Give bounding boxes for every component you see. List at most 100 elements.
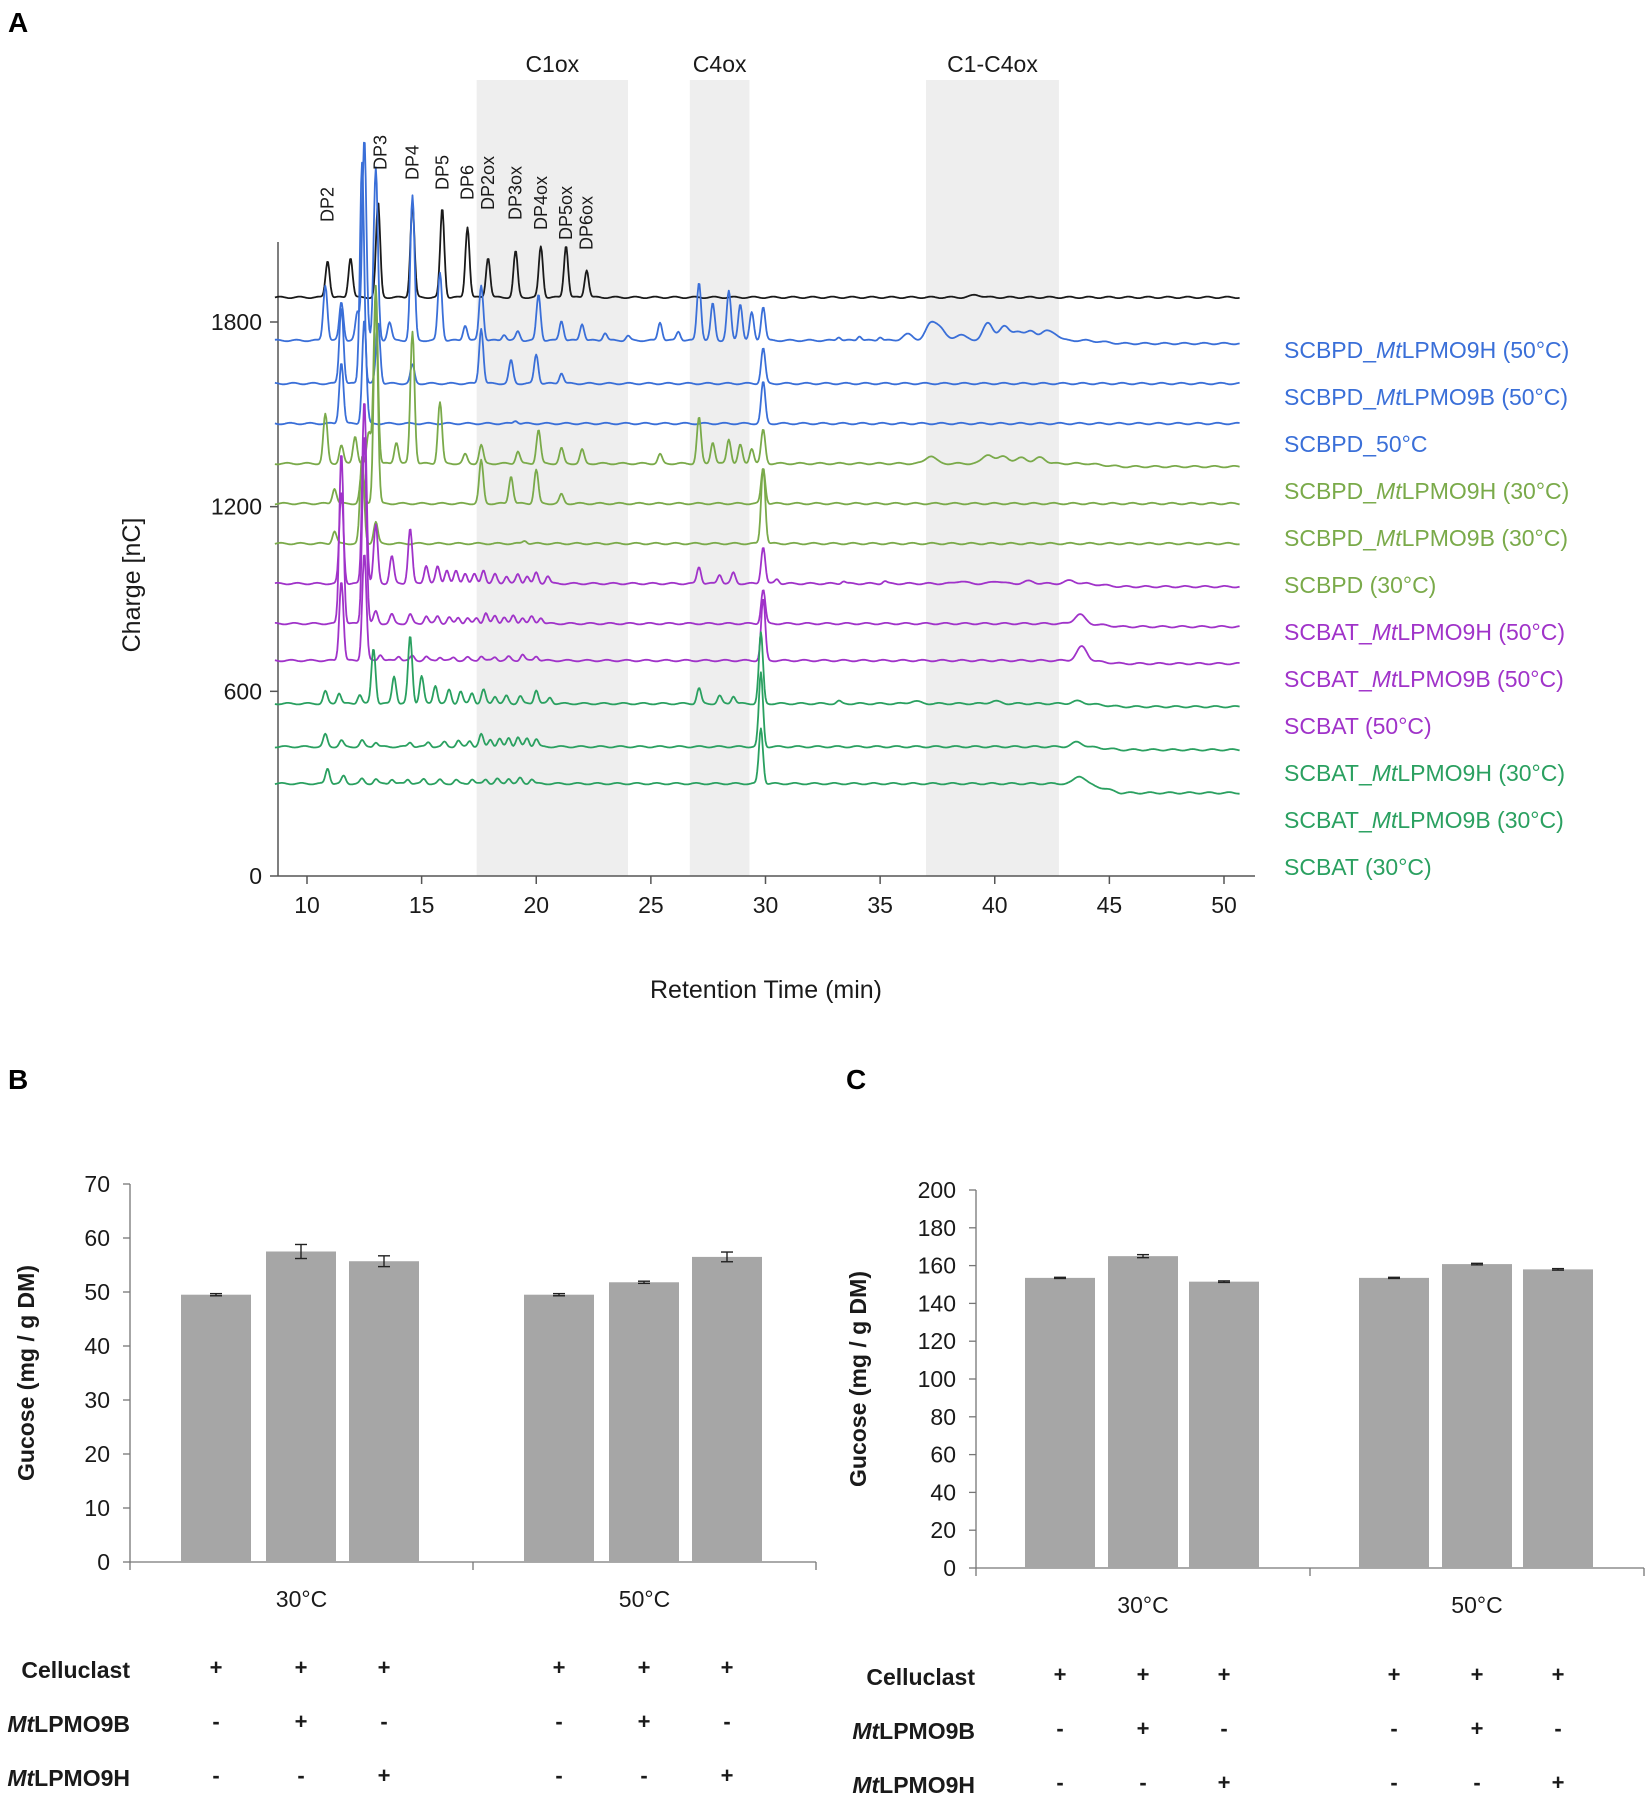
table-mark-1-1-1: + <box>638 1709 651 1734</box>
bar-1-0 <box>524 1294 594 1562</box>
trace-3 <box>274 320 1240 426</box>
peak-label-7: DP4ox <box>531 176 551 230</box>
table-mark-0-1-0: + <box>553 1655 566 1680</box>
table-mark-1-1-1: + <box>1471 1716 1484 1741</box>
bar-0-0 <box>1025 1277 1095 1568</box>
x-tick-label-8: 50 <box>1211 892 1237 918</box>
y-tick-label-1: 600 <box>224 678 262 704</box>
legend-entry-7: SCBAT_MtLPMO9B (50°C) <box>1284 666 1564 692</box>
glucose-bar-chart-b: 0 10 20 30 40 50 60 70 Gucose (mg / g DM) 30°C 50°… <box>7 1171 817 1791</box>
table-mark-0-0-2: + <box>378 1655 391 1680</box>
y-tick-label-4: 80 <box>930 1404 956 1430</box>
x-tick-label-2: 20 <box>523 892 549 918</box>
table-row-label-0: Celluclast <box>21 1657 130 1683</box>
table-mark-0-1-2: + <box>721 1655 734 1680</box>
table-mark-0-0-0: + <box>1054 1662 1067 1687</box>
table-mark-2-0-2: + <box>378 1763 391 1788</box>
legend-entry-8: SCBAT (50°C) <box>1284 713 1432 739</box>
shaded-region-1 <box>689 80 750 876</box>
chromatogram-panel: C1ox C4ox C1-C4ox 0 600 1200 1800 10 15 20 25 30 35 4… <box>118 51 1569 1004</box>
trace-0 <box>274 202 1240 299</box>
trace-4 <box>274 284 1240 469</box>
table-mark-0-1-1: + <box>638 1655 651 1680</box>
y-tick-label-1: 10 <box>84 1495 110 1521</box>
table-row-label-2: MtLPMO9H <box>7 1765 130 1791</box>
x-tick-label-0: 10 <box>294 892 320 918</box>
y-axis-title: Charge [nC] <box>118 518 146 653</box>
table-row-label-1: MtLPMO9B <box>852 1718 975 1744</box>
peak-label-9: DP6ox <box>577 196 597 250</box>
shaded-region-2 <box>925 80 1059 876</box>
peak-label-4: DP6 <box>457 165 477 200</box>
y-tick-label-6: 60 <box>84 1225 110 1251</box>
table-mark-2-1-1: - <box>640 1763 647 1788</box>
y-tick-label-7: 70 <box>84 1171 110 1197</box>
bar-0-1 <box>266 1251 336 1562</box>
legend-entry-10: SCBAT_MtLPMO9B (30°C) <box>1284 807 1564 833</box>
table-mark-0-0-0: + <box>210 1655 223 1680</box>
panel-letter-b: B <box>8 1064 28 1095</box>
region-label-0: C1ox <box>525 51 579 77</box>
bar-0-1 <box>1108 1256 1178 1568</box>
x-tick-label-3: 25 <box>638 892 664 918</box>
bar-1-1 <box>609 1282 679 1562</box>
table-mark-0-1-1: + <box>1471 1662 1484 1687</box>
table-mark-0-1-0: + <box>1388 1662 1401 1687</box>
table-mark-1-0-1: + <box>295 1709 308 1734</box>
peak-label-0: DP2 <box>318 187 338 222</box>
table-mark-2-0-2: + <box>1218 1770 1231 1795</box>
table-mark-1-1-0: - <box>555 1709 562 1734</box>
x-tick-label-4: 30 <box>753 892 779 918</box>
y-tick-label-3: 60 <box>930 1442 956 1468</box>
trace-7 <box>274 403 1240 589</box>
legend-entry-0: SCBPD_MtLPMO9H (50°C) <box>1284 337 1569 363</box>
y-tick-label-0: 0 <box>249 863 262 889</box>
x-tick-label-7: 45 <box>1097 892 1123 918</box>
y-tick-label-5: 100 <box>918 1366 956 1392</box>
y-tick-label-1: 20 <box>930 1517 956 1543</box>
group-label-0: 30°C <box>276 1586 327 1612</box>
y-tick-label-3: 1800 <box>211 309 262 335</box>
y-tick-label-3: 30 <box>84 1387 110 1413</box>
y-axis-title: Gucose (mg / g DM) <box>845 1271 871 1487</box>
legend-entry-9: SCBAT_MtLPMO9H (30°C) <box>1284 760 1565 786</box>
bar-1-2 <box>692 1256 762 1562</box>
peak-label-5: DP2ox <box>478 156 498 210</box>
bar-1-1 <box>1442 1264 1512 1568</box>
table-mark-1-1-0: - <box>1390 1716 1397 1741</box>
shaded-region-0 <box>476 80 628 876</box>
bar-0-2 <box>1189 1281 1259 1568</box>
y-tick-label-2: 40 <box>930 1479 956 1505</box>
y-tick-label-8: 160 <box>918 1253 956 1279</box>
bar-0-0 <box>181 1294 251 1562</box>
legend-entry-1: SCBPD_MtLPMO9B (50°C) <box>1284 384 1568 410</box>
table-mark-2-0-1: - <box>297 1763 304 1788</box>
table-row-label-0: Celluclast <box>866 1664 975 1690</box>
glucose-bar-chart-c: 0 20 40 60 80 100 120 140 160 180 200 Gucose (mg / … <box>845 1177 1645 1798</box>
trace-1 <box>274 141 1240 346</box>
table-mark-1-1-2: - <box>723 1709 730 1734</box>
legend-entry-5: SCBPD (30°C) <box>1284 572 1436 598</box>
bar-1-2 <box>1523 1269 1593 1568</box>
table-mark-0-0-1: + <box>295 1655 308 1680</box>
y-tick-label-2: 20 <box>84 1441 110 1467</box>
y-axis-title: Gucose (mg / g DM) <box>13 1265 39 1481</box>
table-mark-2-1-1: - <box>1473 1770 1480 1795</box>
table-mark-1-0-2: - <box>380 1709 387 1734</box>
table-mark-1-0-0: - <box>1056 1716 1063 1741</box>
table-mark-1-0-2: - <box>1220 1716 1227 1741</box>
panel-letter-c: C <box>846 1064 866 1095</box>
y-tick-label-5: 50 <box>84 1279 110 1305</box>
legend-entry-3: SCBPD_MtLPMO9H (30°C) <box>1284 478 1569 504</box>
table-mark-2-1-2: + <box>1552 1770 1565 1795</box>
y-tick-label-10: 200 <box>918 1177 956 1203</box>
x-axis-title: Retention Time (min) <box>650 976 882 1004</box>
peak-label-1: DP3 <box>370 135 390 170</box>
table-mark-2-0-0: - <box>1056 1770 1063 1795</box>
trace-6 <box>274 455 1240 546</box>
y-tick-label-7: 140 <box>918 1290 956 1316</box>
table-mark-0-0-2: + <box>1218 1662 1231 1687</box>
legend-entry-11: SCBAT (30°C) <box>1284 854 1432 880</box>
table-mark-0-0-1: + <box>1137 1662 1150 1687</box>
